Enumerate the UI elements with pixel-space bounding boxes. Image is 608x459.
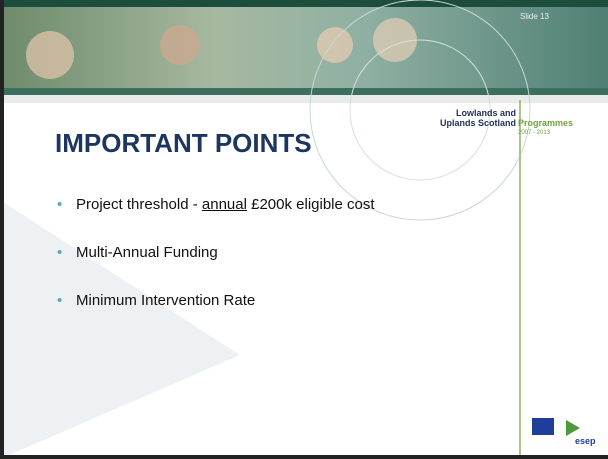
logo-text: esep — [575, 436, 596, 446]
text-segment: Minimum Intervention Rate — [76, 292, 255, 309]
bullet-dot: • — [57, 292, 62, 309]
text-segment: annual — [202, 196, 247, 213]
bullet-dot: • — [57, 196, 62, 213]
text-segment: £200k eligible cost — [247, 196, 375, 213]
text-segment: Multi-Annual Funding — [76, 244, 218, 261]
brand-years: 2007 - 2013 — [518, 130, 550, 136]
bullet-text: Multi-Annual Funding — [76, 244, 218, 261]
slide: Slide 13 Lowlands and Uplands Scotland P… — [0, 0, 608, 459]
brand-line: Lowlands and — [440, 108, 516, 118]
bullet-text: Minimum Intervention Rate — [76, 292, 255, 309]
brand-line: Uplands Scotland — [440, 118, 516, 128]
slide-number: Slide 13 — [520, 12, 549, 21]
background-art — [0, 0, 608, 459]
brand: Lowlands and Uplands Scotland — [440, 108, 516, 128]
slide-title: IMPORTANT POINTS — [55, 128, 312, 159]
brand-programmes: Programmes — [518, 118, 573, 128]
bullet-text: Project threshold - annual £200k eligibl… — [76, 196, 375, 213]
bullet-dot: • — [57, 244, 62, 261]
text-segment: Project threshold - — [76, 196, 202, 213]
